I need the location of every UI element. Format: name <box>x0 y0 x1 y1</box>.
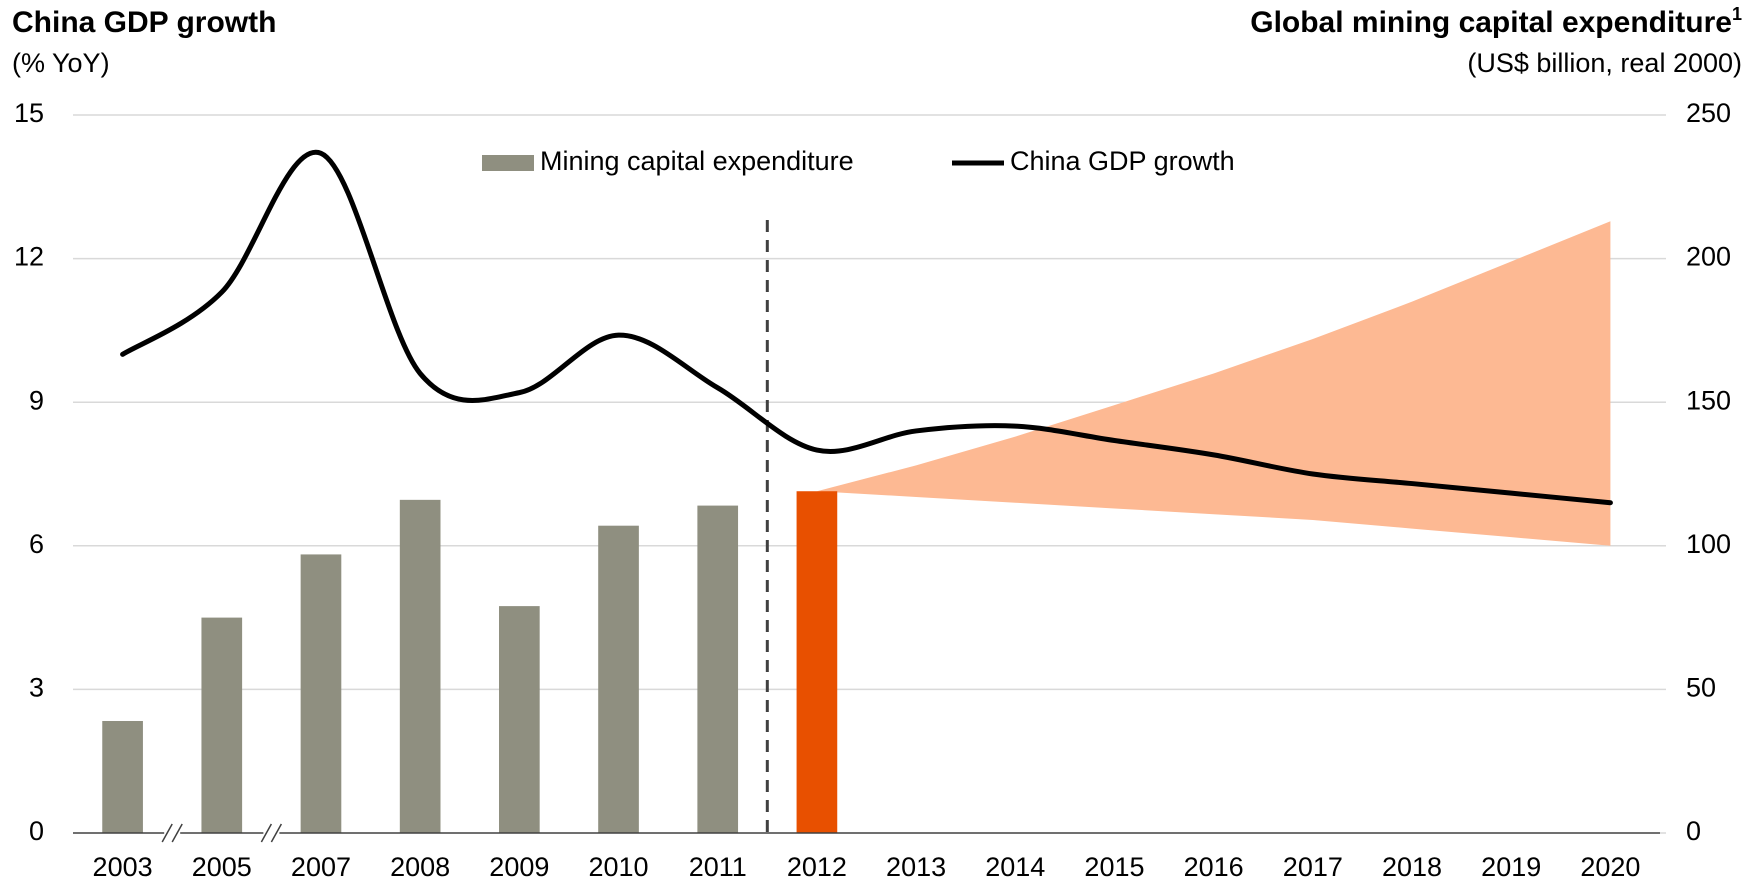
axis-break <box>270 823 283 843</box>
axis-break <box>260 823 273 843</box>
right-axis-title-text: Global mining capital expenditure <box>1250 6 1732 39</box>
legend-label: Mining capital expenditure <box>540 146 854 176</box>
bar <box>796 491 838 833</box>
x-tick-label: 2007 <box>291 852 351 881</box>
left-axis-subtitle: (% YoY) <box>12 48 110 78</box>
legend-label: China GDP growth <box>1010 146 1235 176</box>
y2-tick-label: 250 <box>1686 98 1731 128</box>
x-tick-label: 2003 <box>93 852 153 881</box>
x-tick-label: 2005 <box>192 852 252 881</box>
y2-tick-label: 50 <box>1686 673 1716 703</box>
x-tick-label: 2018 <box>1382 852 1442 881</box>
x-tick-label: 2008 <box>390 852 450 881</box>
x-tick-label: 2009 <box>489 852 549 881</box>
x-tick-label: 2015 <box>1084 852 1144 881</box>
axis-break-gap <box>263 829 280 837</box>
x-tick-label: 2012 <box>787 852 847 881</box>
y2-tick-label: 200 <box>1686 242 1731 272</box>
axis-break <box>171 823 183 843</box>
y2-tick-label: 150 <box>1686 385 1731 415</box>
bar <box>598 525 639 833</box>
x-tick-label: 2019 <box>1481 852 1541 881</box>
right-axis-title: Global mining capital expenditure1 <box>1250 4 1742 39</box>
y2-tick-label: 100 <box>1686 529 1731 559</box>
x-tick-label: 2020 <box>1580 852 1640 881</box>
x-tick-label: 2013 <box>886 852 946 881</box>
footnote-marker: 1 <box>1732 4 1742 24</box>
x-tick-label: 2010 <box>588 852 648 881</box>
left-axis-title: China GDP growth <box>12 6 276 39</box>
y-tick-label: 9 <box>29 385 44 415</box>
bar <box>300 554 342 833</box>
x-tick-label: 2016 <box>1184 852 1244 881</box>
right-axis-subtitle: (US$ billion, real 2000) <box>1467 48 1742 78</box>
forecast-range <box>816 221 1611 546</box>
y-tick-label: 6 <box>29 529 44 559</box>
axis-break-gap <box>164 829 181 837</box>
axis-break <box>161 823 173 843</box>
bar <box>697 505 739 833</box>
x-tick-label: 2011 <box>689 852 747 881</box>
bar <box>102 720 143 833</box>
line <box>120 149 1613 506</box>
y-tick-label: 3 <box>29 673 44 703</box>
y-tick-label: 12 <box>14 242 44 272</box>
y2-tick-label: 0 <box>1686 816 1701 846</box>
x-tick-label: 2017 <box>1283 852 1343 881</box>
legend-swatch <box>482 155 534 171</box>
x-tick-label: 2014 <box>985 852 1045 881</box>
y-tick-label: 15 <box>14 98 44 128</box>
y-tick-label: 0 <box>29 816 44 846</box>
bar <box>399 499 441 833</box>
bar <box>201 617 243 833</box>
bar <box>499 606 540 833</box>
